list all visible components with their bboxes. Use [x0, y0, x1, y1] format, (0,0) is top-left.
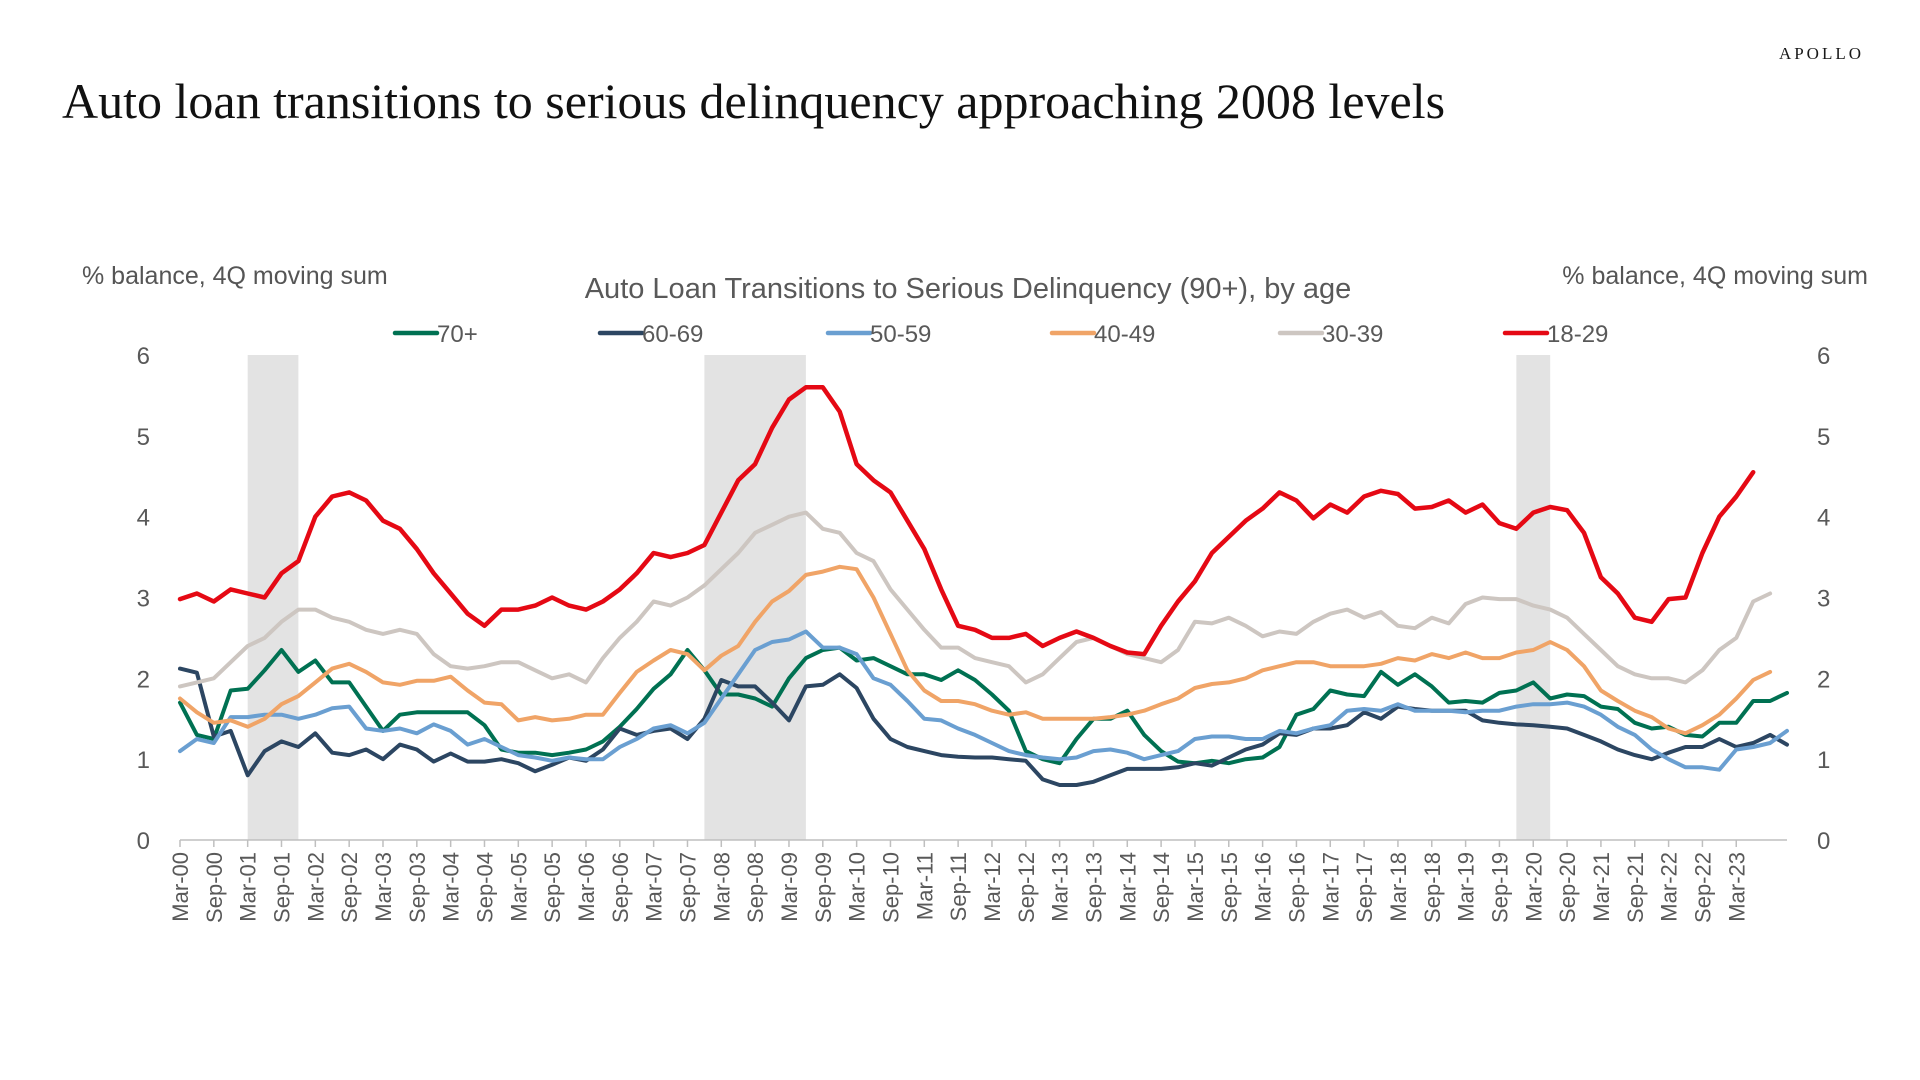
x-tick-label: Mar-06: [574, 852, 599, 922]
legend: 70+ 60-69 50-59 40-49 30-39 18-29: [392, 321, 1608, 348]
x-tick-label: Sep-09: [811, 852, 836, 923]
x-tick-label: Mar-21: [1589, 852, 1614, 922]
x-tick-label: Sep-17: [1352, 852, 1377, 923]
legend-label: 30-39: [1322, 321, 1383, 348]
y-tick-label-left: 0: [137, 828, 150, 855]
y-tick-label-left: 3: [137, 586, 150, 613]
x-tick-label: Sep-00: [202, 852, 227, 923]
x-tick-label: Mar-00: [168, 852, 193, 922]
x-tick-label: Mar-07: [642, 852, 667, 922]
series-line-30-39: [178, 510, 1773, 689]
x-tick-label: Sep-06: [608, 852, 633, 923]
x-tick-label: Mar-11: [912, 852, 937, 920]
y-tick-label-right: 6: [1817, 343, 1830, 370]
legend-label: 70+: [437, 321, 478, 348]
y-tick-label-right: 1: [1817, 747, 1830, 774]
x-tick-label: Mar-16: [1251, 852, 1276, 922]
x-tick-label: Mar-02: [303, 852, 328, 922]
x-tick-label: Mar-22: [1657, 852, 1682, 922]
x-tick-label: Mar-08: [709, 852, 734, 922]
x-tick-label: Sep-04: [472, 852, 497, 923]
x-tick-label: Mar-09: [777, 852, 802, 922]
x-tick-label: Mar-23: [1724, 852, 1749, 922]
x-tick-label: Sep-20: [1555, 852, 1580, 923]
y-tick-label-left: 2: [137, 666, 150, 693]
x-tick-label: Sep-22: [1690, 852, 1715, 923]
x-tick-label: Mar-19: [1454, 852, 1479, 922]
legend-label: 40-49: [1094, 321, 1155, 348]
page-headline: Auto loan transitions to serious delinqu…: [62, 73, 1446, 129]
x-tick-label: Sep-12: [1014, 852, 1039, 923]
legend-label: 18-29: [1547, 321, 1608, 348]
y-tick-label-left: 4: [137, 505, 150, 532]
recession-bar: [704, 355, 806, 840]
x-tick-label: Sep-16: [1284, 852, 1309, 923]
y-tick-label-right: 0: [1817, 828, 1830, 855]
y-tick-label-right: 2: [1817, 666, 1830, 693]
series-line-70+: [178, 645, 1789, 766]
recession-bar: [1516, 355, 1551, 840]
y-tick-label-right: 4: [1817, 505, 1830, 532]
x-tick-label: Mar-18: [1386, 852, 1411, 922]
series-line-40-49: [178, 564, 1773, 736]
x-tick-label: Sep-14: [1149, 852, 1174, 923]
x-tick-label: Sep-07: [675, 852, 700, 923]
x-tick-label: Mar-20: [1521, 852, 1546, 922]
axes: 0 0 1 1 2 2 3 3 4 4 5 5 6 6 Mar-00 Sep-00 Mar-01 Sep-01 Ma…: [137, 343, 1831, 923]
x-tick-label: Mar-01: [236, 852, 261, 922]
x-tick-label: Sep-03: [405, 852, 430, 923]
x-tick-label: Mar-13: [1048, 852, 1073, 922]
x-tick-label: Sep-01: [269, 852, 294, 923]
x-tick-label: Mar-03: [371, 852, 396, 922]
chart-title: Auto Loan Transitions to Serious Delinqu…: [585, 273, 1352, 305]
x-tick-label: Mar-05: [506, 852, 531, 922]
x-tick-label: Mar-12: [980, 852, 1005, 922]
x-tick-label: Sep-11: [946, 852, 971, 921]
x-tick-label: Mar-17: [1318, 852, 1343, 922]
x-tick-label: Sep-05: [540, 852, 565, 923]
x-tick-label: Sep-02: [337, 852, 362, 923]
y-tick-label-right: 5: [1817, 424, 1830, 451]
series-lines: [177, 385, 1789, 787]
y-axis-label-left: % balance, 4Q moving sum: [82, 262, 388, 290]
x-tick-label: Sep-13: [1081, 852, 1106, 923]
y-tick-label-left: 6: [137, 343, 150, 370]
y-tick-label-left: 5: [137, 424, 150, 451]
x-tick-label: Sep-18: [1420, 852, 1445, 923]
x-tick-label: Sep-21: [1623, 852, 1648, 923]
y-tick-label-left: 1: [137, 747, 150, 774]
x-tick-label: Mar-15: [1183, 852, 1208, 922]
legend-label: 50-59: [870, 321, 931, 348]
x-tick-label: Sep-15: [1217, 852, 1242, 923]
series-line-18-29: [177, 385, 1756, 657]
y-tick-label-right: 3: [1817, 586, 1830, 613]
x-tick-label: Mar-10: [845, 852, 870, 922]
y-axis-label-right: % balance, 4Q moving sum: [1562, 262, 1868, 290]
x-tick-label: Mar-04: [439, 852, 464, 922]
brand-logo: APOLLO: [1778, 44, 1864, 63]
series-line-60-69: [178, 666, 1789, 787]
legend-label: 60-69: [642, 321, 703, 348]
x-tick-label: Sep-19: [1487, 852, 1512, 923]
x-tick-label: Mar-14: [1115, 852, 1140, 922]
series-line-50-59: [178, 629, 1789, 772]
x-tick-label: Sep-08: [743, 852, 768, 923]
x-tick-label: Sep-10: [878, 852, 903, 923]
